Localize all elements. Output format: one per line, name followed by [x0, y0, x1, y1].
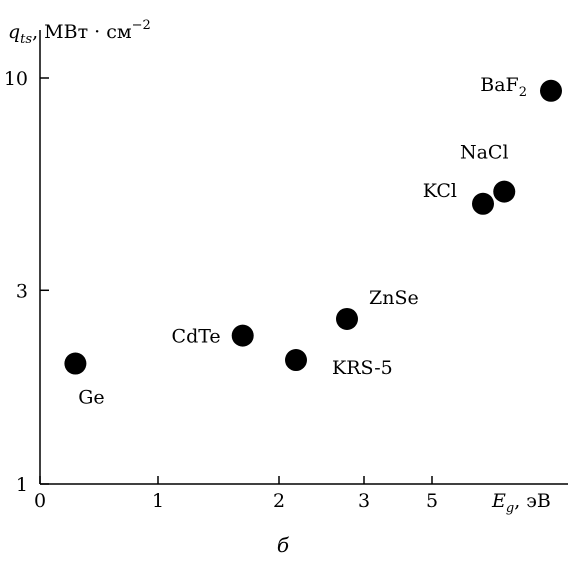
data-point-kcl: [472, 192, 494, 215]
x-tick-label: 0: [34, 490, 46, 512]
y-axis-unit: , МВт · см: [32, 21, 132, 43]
x-axis-subscript: g: [506, 501, 514, 516]
y-axis-symbol: q: [8, 21, 20, 43]
data-point-baf: [540, 79, 562, 102]
point-label: KCl: [423, 180, 457, 202]
x-tick-label: 2: [273, 490, 285, 512]
x-ticks: 0 1 2 3 5: [34, 476, 438, 512]
data-point-ge: [64, 352, 87, 375]
point-label: CdTe: [172, 326, 221, 348]
y-tick-label: 3: [16, 280, 28, 302]
point-label: KRS-5: [332, 357, 393, 379]
x-axis-unit: , эВ: [514, 490, 551, 512]
point-label: Ge: [78, 387, 104, 409]
y-tick-label: 1: [16, 474, 28, 496]
data-point-nacl: [493, 180, 516, 203]
y-tick-label: 10: [4, 68, 28, 90]
data-point-cdte: [231, 324, 254, 347]
point-label: BaF2: [480, 74, 527, 100]
data-point-krs-5: [285, 349, 307, 372]
y-axis-title: qts, МВт · см−2: [8, 18, 151, 47]
figure-caption: б: [277, 533, 290, 557]
x-axis-symbol: E: [491, 490, 506, 512]
x-axis-title: Eg, эВ: [491, 490, 551, 516]
y-ticks: 1 3 10: [4, 68, 49, 496]
point-label: ZnSe: [369, 287, 419, 309]
x-tick-label: 5: [426, 490, 438, 512]
point-label: NaCl: [460, 142, 509, 164]
y-axis-superscript: −2: [132, 18, 151, 33]
y-axis-subscript: ts: [20, 32, 32, 47]
data-point-znse: [336, 307, 358, 330]
x-tick-label: 1: [152, 490, 164, 512]
x-tick-label: 3: [358, 490, 370, 512]
